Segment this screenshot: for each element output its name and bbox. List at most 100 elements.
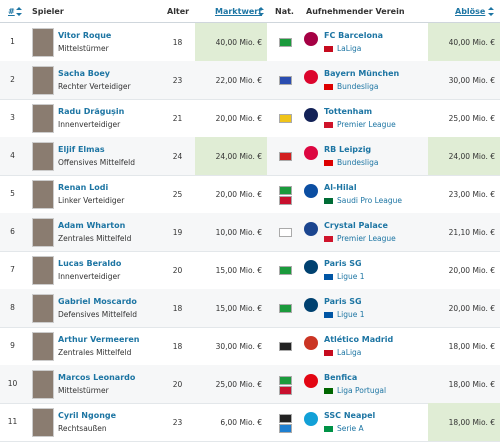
club-logo <box>304 336 318 350</box>
market-value-cell: 6,00 Mio. € <box>195 403 267 441</box>
club-name[interactable]: Al-Hilal <box>324 183 357 192</box>
player-name[interactable]: Marcos Leonardo <box>58 373 136 382</box>
table-row: 11 Cyril Ngonge Rechtsaußen 23 6,00 Mio. € SS… <box>0 403 500 442</box>
league-name[interactable]: LaLiga <box>337 348 362 357</box>
player-age: 18 <box>172 38 183 47</box>
club-name[interactable]: RB Leipzig <box>324 145 372 154</box>
player-name[interactable]: Sacha Boey <box>58 69 111 78</box>
col-club: Aufnehmender Verein <box>306 7 405 16</box>
league-name[interactable]: LaLiga <box>337 44 362 53</box>
transfer-fee: 40,00 Mio. € <box>448 38 495 47</box>
row-number: 8 <box>10 303 15 312</box>
player-position: Offensives Mittelfeld <box>58 158 136 167</box>
club-name[interactable]: Atlético Madrid <box>324 335 394 344</box>
player-photo <box>32 332 54 361</box>
fee-cell: 25,00 Mio. € <box>428 99 500 137</box>
league-flag <box>324 198 333 204</box>
player-name[interactable]: Vitor Roque <box>58 31 112 40</box>
col-market-value[interactable]: Marktwert <box>215 7 263 16</box>
transfer-fee: 20,00 Mio. € <box>448 266 495 275</box>
club-logo <box>304 222 318 236</box>
row-number: 10 <box>7 379 18 388</box>
league-flag <box>324 122 333 128</box>
market-value-cell: 15,00 Mio. € <box>195 251 267 289</box>
club-name[interactable]: Tottenham <box>324 107 373 116</box>
nationality-flag <box>279 376 292 385</box>
fee-cell: 21,10 Mio. € <box>428 213 500 251</box>
player-position: Defensives Mittelfeld <box>58 310 137 319</box>
nationality-flag <box>279 414 292 423</box>
player-photo <box>32 180 54 209</box>
club-name[interactable]: Bayern München <box>324 69 400 78</box>
market-value-cell: 24,00 Mio. € <box>195 137 267 175</box>
market-value-cell: 22,00 Mio. € <box>195 61 267 99</box>
transfer-fee: 20,00 Mio. € <box>448 304 495 313</box>
sort-icon[interactable] <box>258 7 264 16</box>
player-position: Mittelstürmer <box>58 386 109 395</box>
row-number: 11 <box>7 417 18 426</box>
league-name[interactable]: Saudi Pro League <box>337 196 403 205</box>
nationality-flag <box>279 386 292 395</box>
col-fee[interactable]: Ablöse <box>455 7 486 16</box>
player-name[interactable]: Gabriel Moscardo <box>58 297 137 306</box>
league-name[interactable]: Premier League <box>337 234 396 243</box>
player-age: 20 <box>172 266 183 275</box>
league-name[interactable]: Premier League <box>337 120 396 129</box>
player-age: 19 <box>172 228 183 237</box>
market-value: 15,00 Mio. € <box>215 266 262 275</box>
player-name[interactable]: Eljif Elmas <box>58 145 105 154</box>
col-nationality: Nat. <box>275 7 294 16</box>
table-row: 4 Eljif Elmas Offensives Mittelfeld 24 24,00… <box>0 137 500 176</box>
league-name[interactable]: Liga Portugal <box>337 386 387 395</box>
market-value: 20,00 Mio. € <box>215 114 262 123</box>
club-name[interactable]: Paris SG <box>324 297 362 306</box>
fee-cell: 18,00 Mio. € <box>428 327 500 365</box>
nationality-flag <box>279 424 292 433</box>
player-age: 18 <box>172 342 183 351</box>
col-number[interactable]: # <box>8 7 15 16</box>
league-name[interactable]: Serie A <box>337 424 364 433</box>
row-number: 6 <box>10 227 15 236</box>
league-name[interactable]: Ligue 1 <box>337 310 365 319</box>
league-name[interactable]: Bundesliga <box>337 158 379 167</box>
player-photo <box>32 218 54 247</box>
player-name[interactable]: Cyril Ngonge <box>58 411 117 420</box>
nationality-flag <box>279 196 292 205</box>
market-value-cell: 10,00 Mio. € <box>195 213 267 251</box>
league-name[interactable]: Ligue 1 <box>337 272 365 281</box>
transfer-fee: 25,00 Mio. € <box>448 114 495 123</box>
league-flag <box>324 350 333 356</box>
market-value: 15,00 Mio. € <box>215 304 262 313</box>
player-position: Rechter Verteidiger <box>58 82 131 91</box>
table-row: 5 Renan Lodi Linker Verteidiger 25 20,00 Mio… <box>0 175 500 214</box>
sort-icon[interactable] <box>488 7 494 16</box>
player-name[interactable]: Adam Wharton <box>58 221 126 230</box>
player-name[interactable]: Renan Lodi <box>58 183 109 192</box>
player-age: 25 <box>172 190 183 199</box>
market-value: 22,00 Mio. € <box>215 76 262 85</box>
club-name[interactable]: Crystal Palace <box>324 221 388 230</box>
market-value-cell: 20,00 Mio. € <box>195 99 267 137</box>
table-row: 8 Gabriel Moscardo Defensives Mittelfeld 18… <box>0 289 500 328</box>
league-flag <box>324 274 333 280</box>
player-name[interactable]: Arthur Vermeeren <box>58 335 140 344</box>
player-photo <box>32 66 54 95</box>
club-name[interactable]: Benfica <box>324 373 358 382</box>
player-name[interactable]: Lucas Beraldo <box>58 259 122 268</box>
player-age: 24 <box>172 152 183 161</box>
market-value-cell: 25,00 Mio. € <box>195 365 267 403</box>
row-number: 3 <box>10 113 15 122</box>
player-name[interactable]: Radu Drăgușin <box>58 107 125 116</box>
fee-cell: 18,00 Mio. € <box>428 403 500 441</box>
transfer-fee: 24,00 Mio. € <box>448 152 495 161</box>
nationality-flag <box>279 114 292 123</box>
sort-icon[interactable] <box>16 7 22 16</box>
col-player: Spieler <box>32 7 64 16</box>
league-name[interactable]: Bundesliga <box>337 82 379 91</box>
club-name[interactable]: Paris SG <box>324 259 362 268</box>
fee-cell: 23,00 Mio. € <box>428 175 500 213</box>
club-name[interactable]: FC Barcelona <box>324 31 384 40</box>
club-name[interactable]: SSC Neapel <box>324 411 376 420</box>
club-logo <box>304 184 318 198</box>
